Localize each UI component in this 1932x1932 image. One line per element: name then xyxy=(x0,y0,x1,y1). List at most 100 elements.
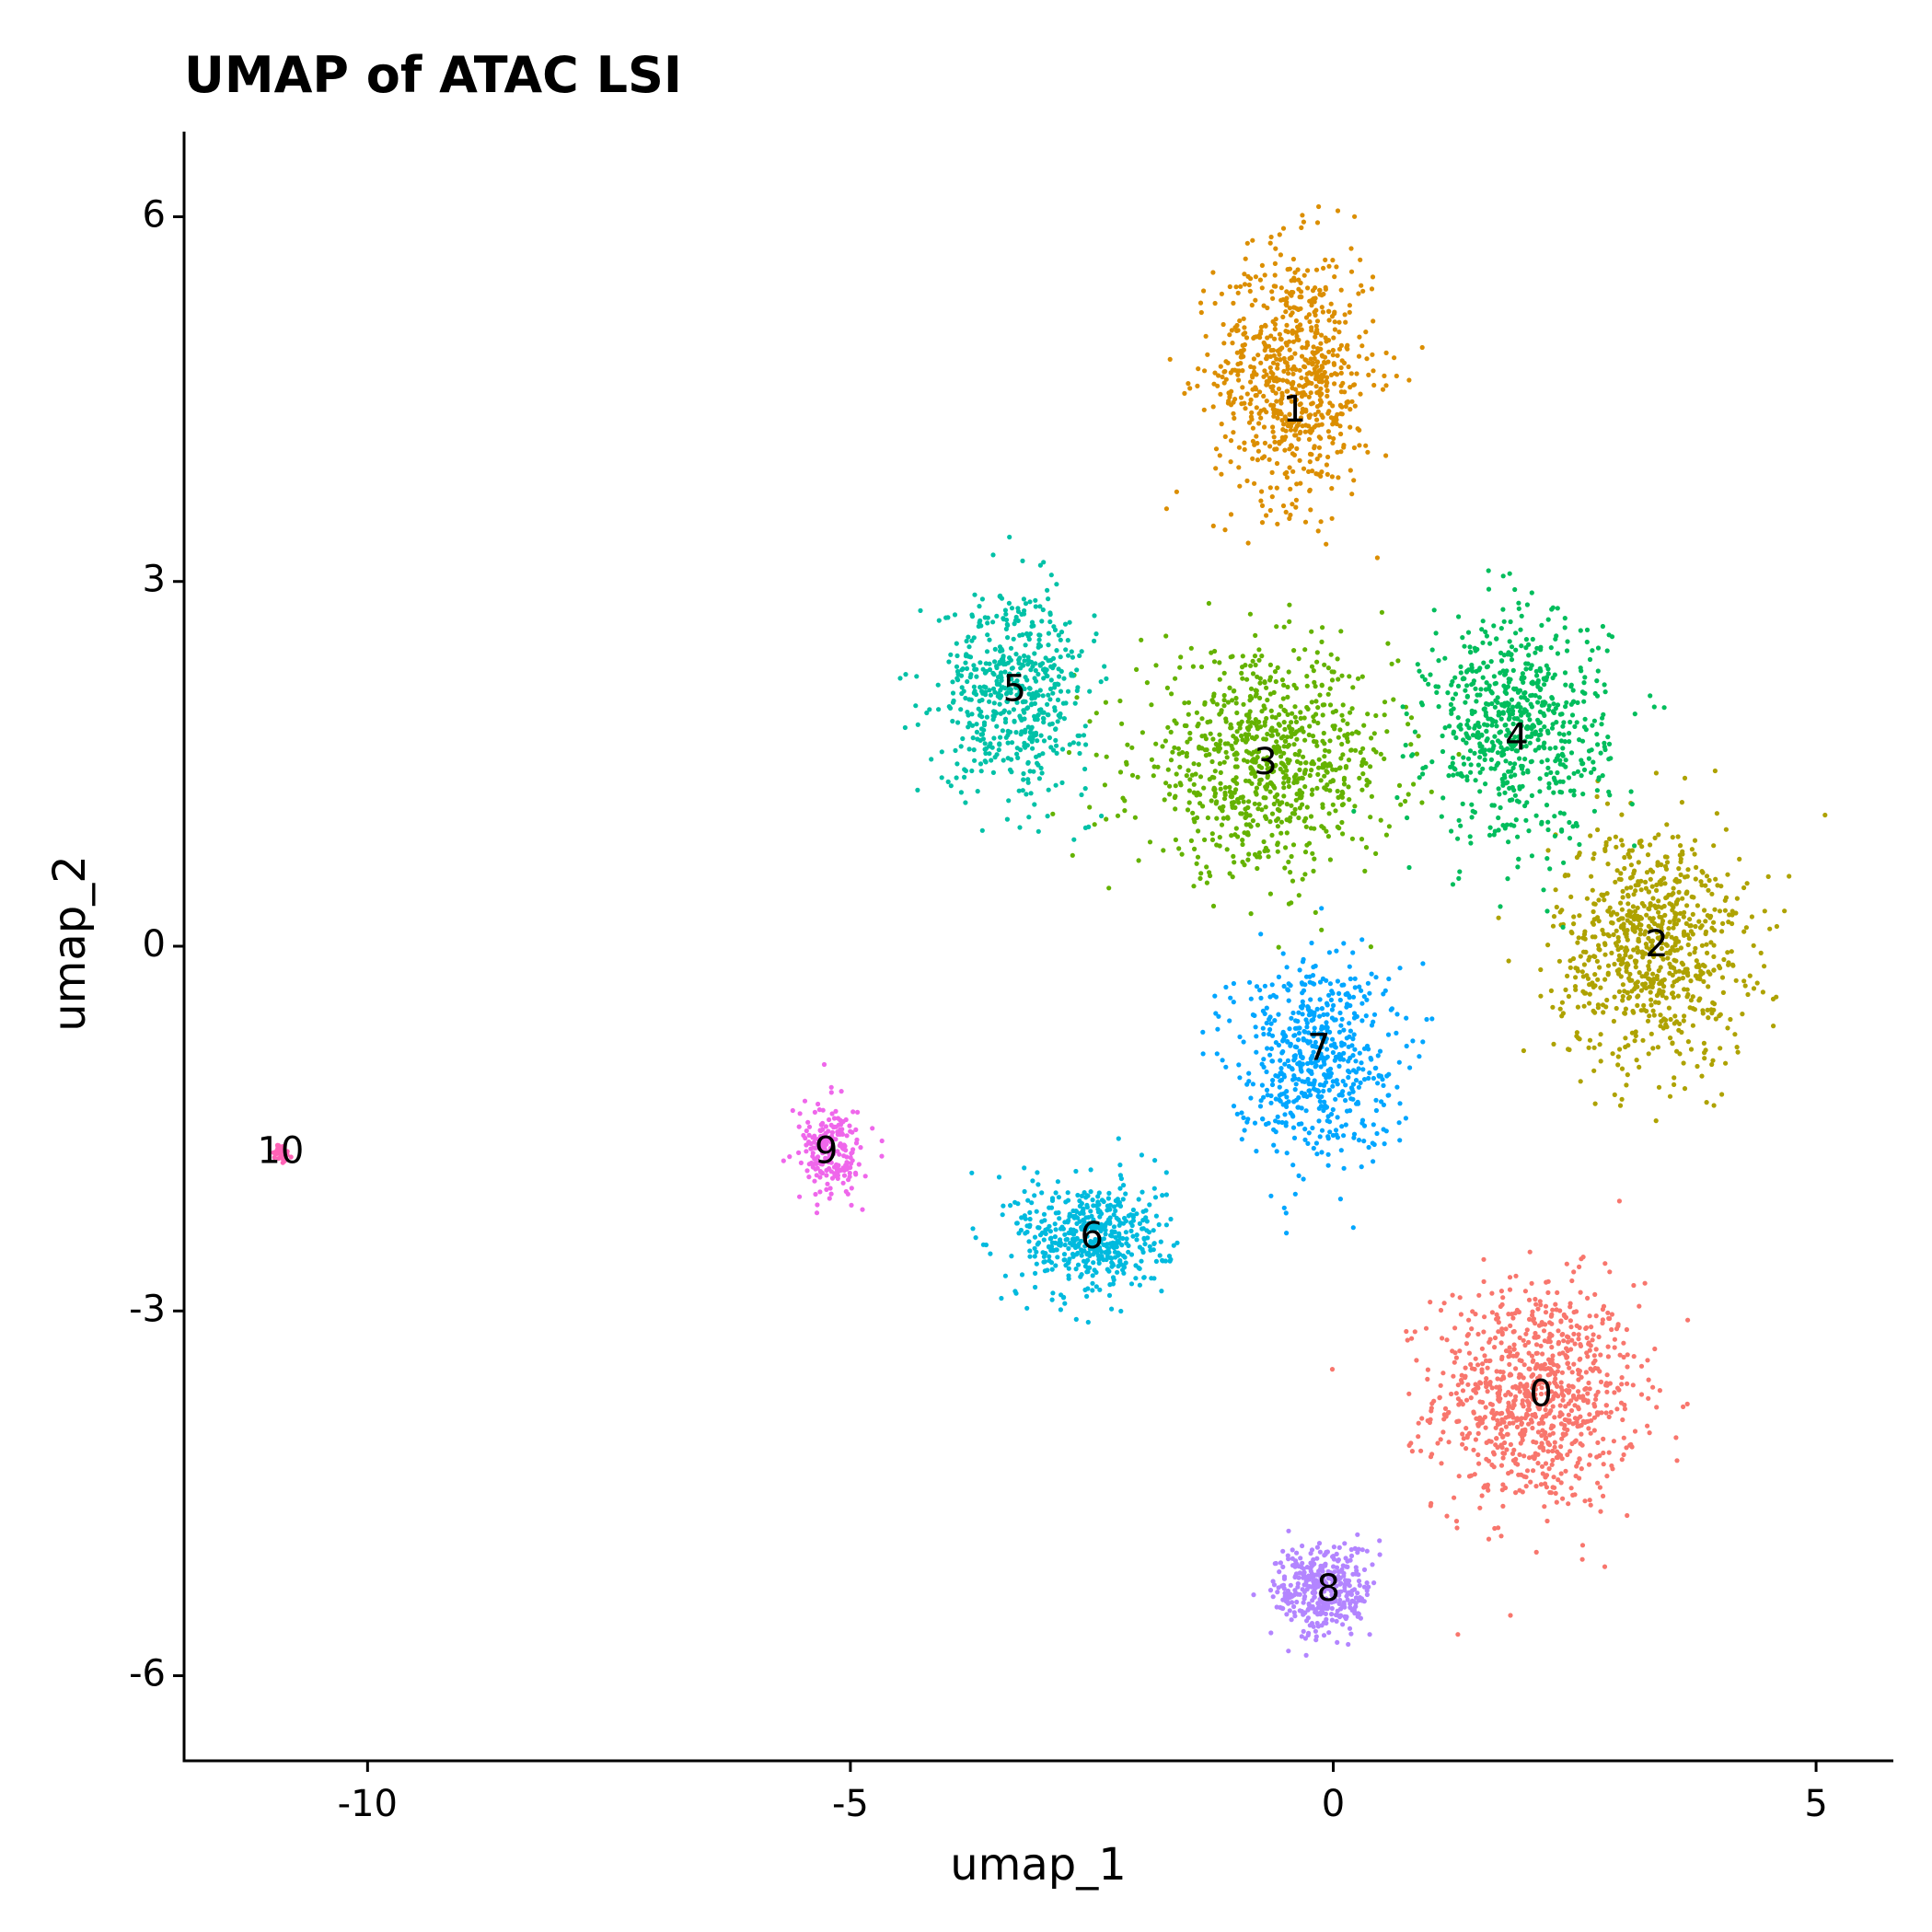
scatter-point xyxy=(1533,1330,1538,1336)
scatter-point xyxy=(1481,660,1487,665)
scatter-point xyxy=(1636,860,1641,865)
scatter-point xyxy=(1331,435,1336,442)
scatter-point xyxy=(1221,692,1227,699)
scatter-point xyxy=(1182,390,1187,396)
scatter-point xyxy=(1513,1490,1519,1496)
scatter-point xyxy=(1601,1450,1606,1456)
scatter-point xyxy=(1657,1388,1662,1394)
scatter-point xyxy=(1204,747,1209,753)
scatter-point xyxy=(1577,852,1582,858)
scatter-point xyxy=(1313,909,1318,916)
scatter-point xyxy=(1284,289,1290,295)
scatter-point xyxy=(1578,1079,1583,1084)
scatter-point xyxy=(1303,760,1309,766)
scatter-point xyxy=(1065,1220,1070,1225)
scatter-point xyxy=(1015,755,1021,761)
scatter-point xyxy=(1697,977,1703,982)
scatter-point xyxy=(1591,1428,1597,1433)
scatter-point xyxy=(1322,359,1327,365)
scatter-point xyxy=(1300,345,1305,351)
scatter-point xyxy=(1201,785,1207,791)
scatter-point xyxy=(1255,755,1260,760)
scatter-point xyxy=(1106,885,1112,891)
scatter-point xyxy=(1191,790,1197,795)
scatter-point xyxy=(1255,806,1261,812)
scatter-point xyxy=(1428,1454,1434,1460)
scatter-point xyxy=(1532,1379,1537,1384)
scatter-point xyxy=(1472,1366,1477,1372)
scatter-point xyxy=(1676,866,1682,872)
scatter-point xyxy=(1287,602,1292,607)
scatter-point xyxy=(1004,690,1010,696)
scatter-point xyxy=(1350,685,1356,690)
scatter-point xyxy=(1269,494,1275,500)
scatter-point xyxy=(1123,1191,1128,1197)
scatter-point xyxy=(953,747,958,754)
scatter-point xyxy=(1613,879,1618,885)
scatter-point xyxy=(1600,773,1605,779)
scatter-point xyxy=(1262,679,1267,685)
scatter-point xyxy=(1302,872,1308,877)
scatter-point xyxy=(1503,758,1509,764)
scatter-point xyxy=(1507,571,1512,576)
scatter-point xyxy=(1018,1227,1024,1233)
scatter-point xyxy=(1495,1391,1500,1396)
scatter-point xyxy=(1554,780,1559,785)
scatter-point xyxy=(1514,1351,1521,1357)
scatter-point xyxy=(1047,611,1053,618)
scatter-point xyxy=(958,790,964,795)
scatter-point xyxy=(1564,1261,1569,1267)
scatter-point xyxy=(1210,270,1216,275)
scatter-point xyxy=(1035,671,1041,677)
scatter-point xyxy=(1555,702,1561,708)
scatter-point xyxy=(1606,1414,1612,1419)
scatter-point xyxy=(1320,762,1325,768)
scatter-point xyxy=(1652,1346,1658,1352)
scatter-point xyxy=(1083,1195,1089,1200)
scatter-point xyxy=(1210,523,1216,529)
scatter-point xyxy=(1289,734,1294,739)
scatter-point xyxy=(1177,781,1183,786)
scatter-point xyxy=(1191,761,1197,767)
scatter-point xyxy=(1009,665,1014,671)
scatter-point xyxy=(1332,381,1337,387)
scatter-point xyxy=(997,701,1002,707)
scatter-point xyxy=(1533,650,1538,655)
scatter-point xyxy=(1242,272,1247,277)
scatter-point xyxy=(1327,761,1333,767)
scatter-point xyxy=(1749,914,1754,920)
scatter-point xyxy=(1614,1326,1620,1332)
scatter-point xyxy=(1370,274,1376,280)
scatter-point xyxy=(1034,1209,1039,1214)
scatter-point xyxy=(1659,945,1664,951)
scatter-point xyxy=(1301,384,1306,389)
scatter-point xyxy=(1241,799,1246,804)
scatter-point xyxy=(1209,698,1215,703)
scatter-point xyxy=(1646,935,1651,942)
scatter-point xyxy=(1292,806,1298,813)
scatter-point xyxy=(1275,824,1280,829)
scatter-point xyxy=(994,665,1000,671)
scatter-point xyxy=(1284,817,1290,823)
scatter-point xyxy=(1745,991,1751,998)
scatter-point xyxy=(1056,666,1061,672)
scatter-point xyxy=(1506,1312,1511,1317)
scatter-point xyxy=(1512,772,1518,778)
scatter-point xyxy=(1277,711,1282,718)
scatter-point xyxy=(1346,364,1351,370)
scatter-point xyxy=(1526,711,1532,718)
scatter-point xyxy=(1649,997,1654,1002)
scatter-point xyxy=(1676,918,1682,923)
scatter-point xyxy=(1004,621,1010,627)
scatter-point xyxy=(991,672,997,677)
scatter-point xyxy=(1298,715,1303,722)
scatter-point xyxy=(1198,664,1205,670)
scatter-point xyxy=(1441,1301,1447,1306)
scatter-point xyxy=(1672,1021,1677,1026)
scatter-point xyxy=(1703,1047,1708,1053)
scatter-point xyxy=(1634,1058,1639,1063)
scatter-point xyxy=(1452,1350,1458,1356)
scatter-point xyxy=(1135,774,1140,780)
scatter-point xyxy=(958,673,965,678)
scatter-point xyxy=(1351,478,1357,483)
